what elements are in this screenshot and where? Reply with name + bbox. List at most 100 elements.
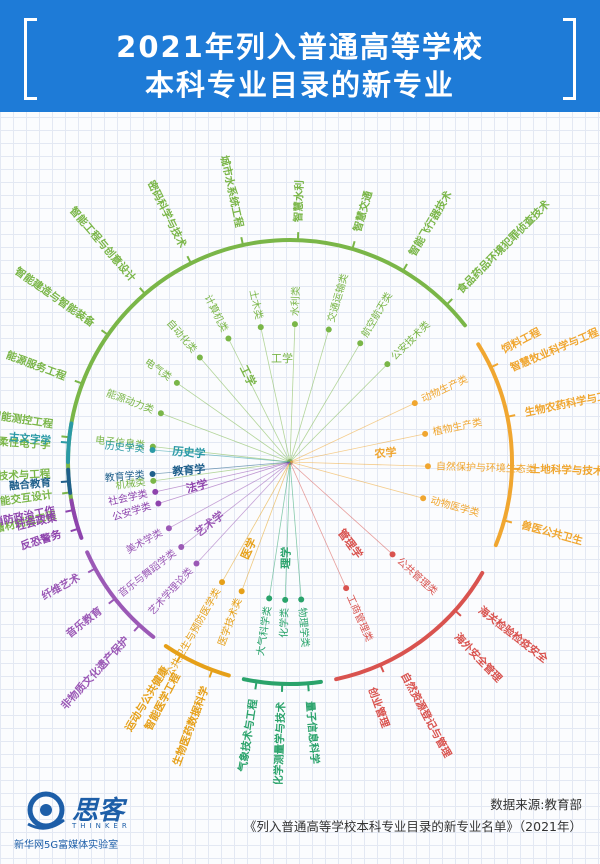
group-label: 交通运输类 [324,272,351,324]
group-link [199,357,291,463]
ring-tick [208,669,214,678]
group-link [289,461,424,499]
category-label: 工学 [237,363,259,389]
group-link [221,461,291,583]
logo-subtitle: THINKER [72,822,131,830]
group-label: 自然保护与环境生态类 [436,459,536,475]
group-label: 大气科学类 [254,605,274,656]
ring-tick [351,240,356,250]
document-title: 《列入普通高等学校本科专业目录的新专业名单》（2021年） [243,819,582,834]
ring-tick [139,287,146,295]
category-label: 理学 [278,547,293,569]
group-link [289,324,296,463]
group-link [228,338,291,463]
ring-tick [445,298,453,306]
major-label: 能源服务工程 [4,348,68,383]
group-node [411,400,418,407]
group-node [282,596,289,603]
major-label: 反恐警务 [19,527,63,552]
group-node [291,321,298,328]
ring-tick [240,237,244,246]
ring-tick [60,480,69,484]
group-label: 动物医学类 [429,494,481,520]
major-label: 智慧牧业科学与工程 [507,325,600,374]
major-label: 应急装备技术与工程 [0,467,51,485]
category-ring-arc [85,550,156,639]
group-label: 公安技术类 [388,318,432,363]
major-label: 海关检验检疫安全 [476,604,551,666]
category-label: 教育学 [171,461,206,478]
major-label: 化学测量学与技术 [272,701,288,784]
group-link [284,461,291,600]
majors-radial-diagram: 工学工学机械类增材制造工程智能交互设计应急装备技术与工程电子信息类柔性电子学智能… [0,154,600,784]
group-label: 植物生产类 [432,415,484,438]
ring-tick [254,681,258,690]
group-link [289,363,388,463]
major-label: 音乐教育 [63,604,104,640]
major-label: 气象技术与工程 [236,698,260,774]
group-label: 物理学类 [296,607,312,648]
group-node [225,335,232,342]
ring-tick [60,440,69,444]
major-label: 海外安全管理 [452,630,505,685]
major-label: 融合教育 [8,476,51,493]
logo-swirl-icon [27,791,65,830]
ring-tick [379,664,385,673]
group-label: 动物生产类 [419,372,470,405]
group-link [289,461,428,467]
group-node [219,579,226,586]
hub-label: 工学 [271,351,293,365]
group-label: 水利类 [288,286,302,316]
group-node [343,585,350,592]
group-node [238,588,245,595]
ring-tick [133,624,141,632]
major-label: 城市水系统工程 [218,154,246,229]
ring-tick [454,609,462,617]
major-label: 量子信息科学 [304,701,322,765]
major-label: 古文字学 [9,430,52,447]
group-node [173,379,180,386]
group-node [152,488,159,495]
group-link [260,327,291,463]
category-label: 历史学 [172,444,206,461]
group-link [268,461,291,599]
major-label: 智能飞行器技术 [406,188,455,259]
group-link [152,449,291,463]
group-node [196,354,203,361]
major-label: 纤维艺术 [39,571,83,603]
category-ring-arc [163,644,231,678]
group-label: 公共管理类 [394,554,440,597]
ring-tick [100,329,109,336]
ring-tick [74,379,83,385]
ring-tick [87,567,96,574]
group-node [384,361,391,368]
major-label: 智慧水利 [292,180,307,223]
major-label: 柔性电子学 [0,435,52,452]
logo-caption: 新华网5G富媒体实验室 [14,840,119,851]
header-banner: 2021年列入普通高等学校 本科专业目录的新专业 [0,0,600,112]
major-label: 食品药品环境犯罪侦查技术 [454,197,553,297]
major-label: 智能测控工程 [0,408,54,431]
right-bracket [563,18,576,100]
ring-tick [490,362,499,369]
group-label: 土木类 [247,289,266,321]
major-label: 生物农药科学与工程 [524,387,600,419]
group-node [298,596,305,603]
group-label: 历史学类 [104,439,145,455]
group-link [289,402,415,463]
major-label: 自然资源登记与管理 [398,670,454,760]
major-label: 智能工程与创意设计 [66,203,139,284]
group-link [289,329,330,463]
group-node [389,551,396,558]
group-label: 教育学类 [104,468,145,484]
major-label: 创业管理 [365,684,392,729]
group-link [152,461,291,475]
group-label: 美术学类 [123,526,164,557]
ring-tick [65,509,74,513]
group-node [149,446,156,453]
group-node [178,543,185,550]
group-node [420,495,427,502]
group-node [150,477,157,484]
group-node [422,430,429,437]
group-label: 机械类 [115,475,146,492]
